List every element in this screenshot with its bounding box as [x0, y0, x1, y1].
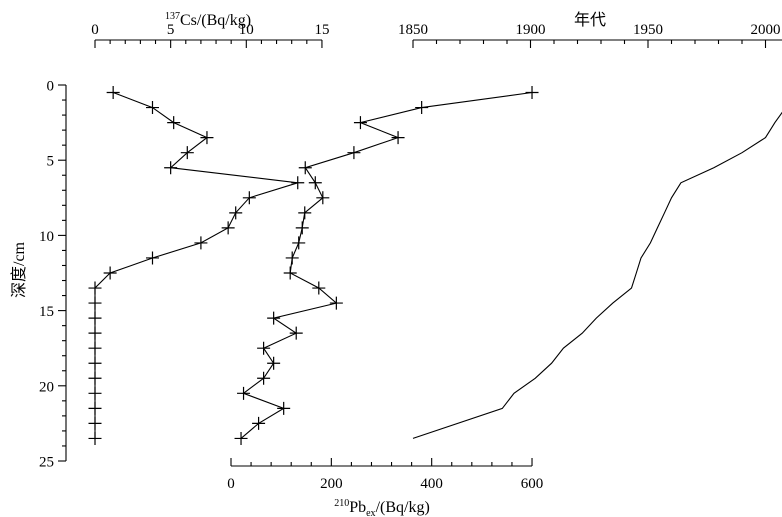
pb-series-line: [240, 91, 533, 439]
y-tick-label: 5: [47, 154, 55, 170]
pb-point: [347, 146, 361, 160]
pb-point: [267, 311, 281, 325]
year-tick-label: 1900: [516, 22, 546, 38]
pb-axis-label-main: Pb: [349, 499, 366, 516]
cs-point: [200, 131, 214, 145]
cs-point: [88, 341, 102, 355]
cs-series-line: [94, 91, 298, 439]
cs-tick-label: 15: [314, 22, 329, 38]
pb-point: [277, 401, 291, 415]
cs-axis-label: 137Cs/(Bq/kg): [165, 11, 251, 29]
axes-layer: 0 5 10 15 20 25 0 5 10 15 1850 1900 1950 2000 0 200 400 6…: [39, 22, 782, 492]
cs-point: [88, 356, 102, 370]
cs-point: [180, 146, 194, 160]
pb-point: [298, 161, 312, 175]
cs-point: [88, 386, 102, 400]
y-tick-label: 10: [39, 229, 54, 245]
year-tick-label: 1950: [633, 22, 663, 38]
pb-point: [289, 326, 303, 340]
y-tick-label: 15: [39, 304, 54, 320]
pb-point: [391, 131, 405, 145]
cs-point: [242, 191, 256, 205]
pb-tick-label: 0: [227, 476, 235, 492]
pb-point: [329, 296, 343, 310]
cs-point: [88, 416, 102, 430]
pb-point: [234, 431, 248, 445]
pb-point: [283, 266, 297, 280]
y-tick-label: 0: [47, 79, 55, 95]
cs-point: [229, 206, 243, 220]
cs-point: [145, 251, 159, 265]
y-tick-label: 20: [39, 379, 54, 395]
pb-point: [316, 191, 330, 205]
cs-point: [88, 431, 102, 445]
pb-point: [257, 341, 271, 355]
pb-point: [285, 251, 299, 265]
cs-point: [88, 281, 102, 295]
pb-point: [525, 86, 539, 100]
year-axis-label: 年代: [574, 11, 606, 29]
pb-axis-label-sup: 210: [334, 498, 349, 509]
cs-tick-label: 0: [91, 22, 99, 38]
pb-point: [257, 371, 271, 385]
year-tick-label: 1850: [398, 22, 428, 38]
y-axis-label: 深度/cm: [10, 241, 28, 298]
cs-tick-label: 5: [167, 22, 175, 38]
cs-point: [221, 221, 235, 235]
pb-point: [298, 206, 312, 220]
cs-point: [88, 371, 102, 385]
pb-point: [353, 116, 367, 130]
y-tick-label: 25: [39, 455, 54, 471]
cs-point: [194, 236, 208, 250]
cs-point: [88, 401, 102, 415]
pb-point: [252, 416, 266, 430]
pb-point: [308, 176, 322, 190]
cs-point: [291, 176, 305, 190]
cs-axis-label-text: Cs/(Bq/kg): [180, 12, 251, 29]
cs-point: [88, 326, 102, 340]
pb-point: [237, 386, 251, 400]
pb-point: [312, 281, 326, 295]
cs-point: [167, 116, 181, 130]
cs-tick-label: 10: [239, 22, 254, 38]
cs-point: [106, 86, 120, 100]
pb-axis-label-unit: /(Bq/kg): [376, 499, 430, 516]
cs-point: [164, 161, 178, 175]
pb-axis-label: 210Pbex/(Bq/kg): [334, 498, 430, 517]
year-tick-label: 2000: [751, 22, 781, 38]
pb-axis-label-sub: ex: [366, 508, 375, 517]
series-layer: [88, 86, 782, 445]
year-series-line: [412, 111, 782, 439]
pb-point: [292, 236, 306, 250]
cs-point: [103, 266, 117, 280]
cs-point: [145, 101, 159, 115]
pb-point: [295, 221, 309, 235]
cs-point: [88, 311, 102, 325]
pb-tick-label: 600: [521, 476, 544, 492]
cs-axis-label-sup: 137: [165, 11, 180, 22]
cs-point: [88, 296, 102, 310]
pb-point: [415, 101, 429, 115]
pb-point: [267, 356, 281, 370]
pb-tick-label: 400: [420, 476, 443, 492]
pb-tick-label: 200: [320, 476, 343, 492]
